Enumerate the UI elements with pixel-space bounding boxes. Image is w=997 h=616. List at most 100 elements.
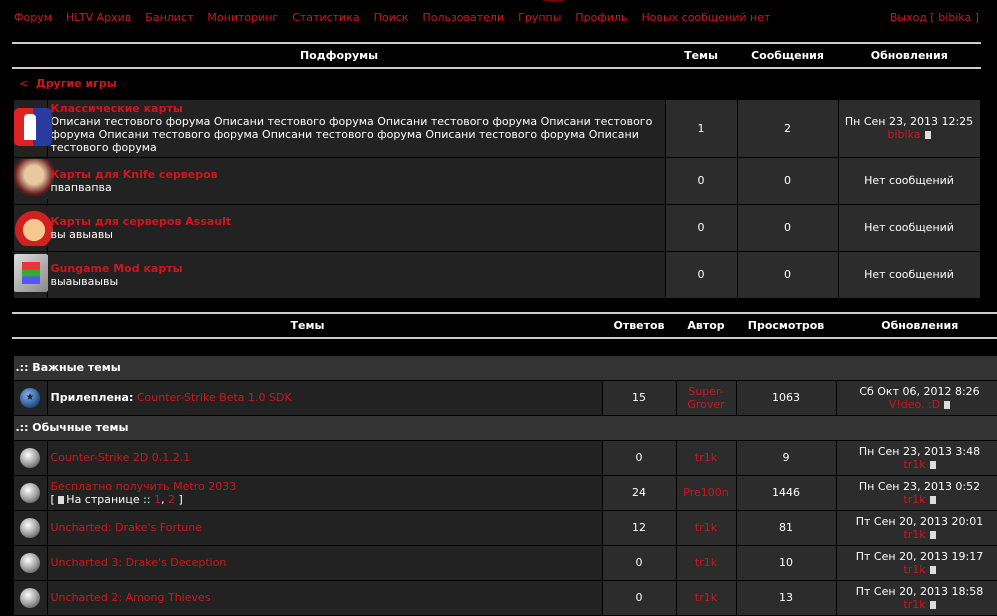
sticky-topic-icon: ★: [20, 387, 40, 408]
back-link[interactable]: < Другие игры: [13, 68, 981, 99]
last-post-date: Сб Окт 06, 2012 8:26: [859, 384, 980, 398]
topics-table: Темы Ответов Автор Просмотров Обновления .::…: [12, 312, 997, 616]
last-post-date: Нет сообщений: [837, 203, 981, 252]
nav-users[interactable]: Пользователи: [422, 11, 505, 24]
col-author: Автор: [675, 312, 737, 339]
col-topics: Темы: [12, 312, 603, 339]
last-post-date: Пн Сен 23, 2013 3:48: [858, 444, 981, 458]
topic-author[interactable]: tr1k: [675, 544, 737, 581]
last-post-date: Нет сообщений: [837, 156, 981, 205]
topic-title[interactable]: Uncharted 3: Drake's Deception: [50, 556, 227, 569]
topic-title[interactable]: Бесплатно получить Metro 2033: [50, 479, 237, 493]
view-count: 10: [735, 544, 837, 581]
topic-author[interactable]: Super-Grover: [675, 379, 737, 416]
mario-icon: [13, 206, 54, 246]
nav-groups[interactable]: Группы: [518, 11, 562, 24]
forum-row: Карты для Knife серверов пвапвапва 0 0 Не…: [12, 156, 981, 205]
forum-desc: выаываывы: [50, 274, 119, 288]
topic-pages: [ На странице :: 1, 2 ]: [50, 492, 183, 506]
view-count: 9: [735, 439, 837, 476]
forum-row: Классические карты Описани тестового фору…: [12, 98, 981, 158]
nav-hltv[interactable]: HLTV Архив: [66, 11, 132, 24]
topic-count: 0: [664, 156, 738, 205]
topic-read-icon: [20, 517, 40, 538]
topic-read-icon: [20, 587, 40, 608]
topic-title[interactable]: Uncharted 2: Among Thieves: [50, 591, 211, 604]
forum-desc: вы авыавы: [50, 227, 113, 241]
topic-row: Бесплатно получить Metro 2033[ На страни…: [12, 474, 997, 511]
logout-link[interactable]: Выход [ bibika ]: [889, 11, 979, 24]
view-latest-post-icon[interactable]: [929, 530, 936, 539]
nav-stats[interactable]: Статистика: [292, 11, 360, 24]
last-post-user[interactable]: tr1k: [903, 527, 926, 541]
knife-character-icon: [13, 159, 54, 199]
counter-strike-icon: [13, 107, 52, 146]
nav-banlist[interactable]: Банлист: [145, 11, 194, 24]
topic-title[interactable]: Counter-Strike Beta 1.0 SDK: [136, 391, 292, 404]
topic-read-icon: [20, 447, 40, 468]
reply-count: 15: [601, 379, 677, 416]
last-post-date: Нет сообщений: [837, 250, 981, 299]
last-post-date: Пн Сен 23, 2013 12:25: [844, 115, 974, 128]
reply-count: 0: [601, 579, 677, 616]
topic-title[interactable]: Counter-Strike 2D 0.1.2.1: [50, 451, 191, 464]
forum-title[interactable]: Карты для серверов Assault: [50, 214, 232, 228]
page-link[interactable]: 1: [154, 492, 161, 506]
last-post-user[interactable]: tr1k: [903, 562, 926, 576]
last-post-user[interactable]: V!deo. :D: [888, 397, 941, 411]
last-post-date: Пт Сен 20, 2013 18:58: [855, 584, 984, 598]
view-count: 81: [735, 509, 837, 546]
forum-row: Карты для серверов Assault вы авыавы 0 0 …: [12, 203, 981, 252]
post-count: 0: [736, 250, 839, 299]
view-latest-post-icon[interactable]: [929, 495, 936, 504]
last-post-user[interactable]: bibika: [887, 128, 921, 141]
sticky-prefix: Прилеплена:: [50, 391, 134, 404]
nav-new-posts[interactable]: Новых сообщений нет: [641, 11, 771, 24]
topic-author[interactable]: Pre100n: [675, 474, 737, 511]
page-icon: [58, 495, 65, 504]
forum-title[interactable]: Карты для Knife серверов: [50, 167, 218, 181]
view-count: 1063: [735, 379, 837, 416]
topic-row: Uncharted 2: Among Thieves 0 tr1k 13 Пт Сен …: [12, 579, 997, 616]
reply-count: 0: [601, 439, 677, 476]
top-nav: Форум HLTV Архив Банлист Мониторинг Статисти…: [14, 11, 997, 25]
topic-read-icon: [20, 552, 40, 573]
forum-title[interactable]: Gungame Mod карты: [50, 261, 183, 275]
view-latest-post-icon[interactable]: [929, 460, 936, 469]
last-post-user[interactable]: tr1k: [903, 457, 926, 471]
reply-count: 12: [601, 509, 677, 546]
post-count: 2: [736, 98, 839, 158]
col-topics: Темы: [664, 42, 738, 69]
view-latest-post-icon[interactable]: [929, 600, 936, 609]
view-latest-post-icon[interactable]: [924, 131, 931, 139]
gungame-tetris-icon: [13, 254, 48, 292]
nav-profile[interactable]: Профиль: [575, 11, 628, 24]
topic-author[interactable]: tr1k: [675, 579, 737, 616]
view-latest-post-icon[interactable]: [944, 400, 951, 409]
topic-author[interactable]: tr1k: [675, 509, 737, 546]
topic-read-icon: [20, 482, 40, 503]
topic-row: Counter-Strike 2D 0.1.2.1 0 tr1k 9 Пн Сен 23…: [12, 439, 997, 476]
topic-row-sticky: ★ Прилеплена: Counter-Strike Beta 1.0 SD…: [12, 379, 997, 416]
nav-monitoring[interactable]: Мониторинг: [207, 11, 279, 24]
last-post-date: Пт Сен 20, 2013 20:01: [855, 514, 984, 528]
nav-search[interactable]: Поиск: [373, 11, 409, 24]
forum-desc: пвапвапва: [50, 180, 112, 194]
col-views: Просмотров: [735, 312, 837, 339]
view-latest-post-icon[interactable]: [929, 565, 936, 574]
col-updates: Обновления: [835, 312, 997, 339]
topic-count: 0: [664, 250, 738, 299]
page-link[interactable]: 2: [168, 492, 175, 506]
last-post-user[interactable]: tr1k: [903, 492, 926, 506]
forum-title[interactable]: Классические карты: [50, 102, 183, 115]
col-updates: Обновления: [837, 42, 981, 69]
col-subforums: Подфорумы: [11, 42, 666, 69]
post-count: 0: [736, 203, 839, 252]
topic-row: Uncharted: Drake's Fortune 12 tr1k 81 Пт Сен…: [12, 509, 997, 546]
nav-forum[interactable]: Форум: [14, 11, 52, 24]
last-post-user[interactable]: tr1k: [903, 597, 926, 611]
topic-author[interactable]: tr1k: [675, 439, 737, 476]
normal-topics-header: .:: Обычные темы: [12, 414, 997, 441]
topic-title[interactable]: Uncharted: Drake's Fortune: [50, 521, 203, 534]
reply-count: 0: [601, 544, 677, 581]
